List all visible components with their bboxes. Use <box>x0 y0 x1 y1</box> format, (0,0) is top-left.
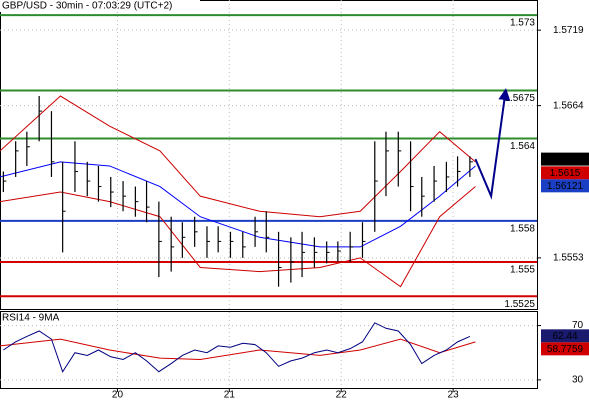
x-tick-label: 23 <box>448 390 460 401</box>
level-label: 1.5525 <box>504 299 535 310</box>
y-tick-label: 30 <box>572 374 584 385</box>
price-marker <box>541 342 589 356</box>
rsi-line <box>3 322 471 373</box>
price-marker-label: 1.5615 <box>550 168 581 179</box>
level-label: 1.5675 <box>504 93 535 104</box>
level-label: 1.564 <box>510 141 535 152</box>
rsi-panel-frame <box>0 311 538 389</box>
price-marker <box>541 179 589 193</box>
x-tick-label: 21 <box>224 390 236 401</box>
level-label: 1.555 <box>510 265 535 276</box>
projection <box>474 88 511 200</box>
price-marker <box>541 166 589 180</box>
price-marker-label: 62.44 <box>552 331 577 342</box>
price-marker-label: 1.5625 <box>550 154 581 165</box>
y-tick-label: 1.5664 <box>553 100 584 111</box>
y-tick-label: 1.5719 <box>553 25 584 36</box>
rsi-title: RSI14 - 9MA <box>2 313 60 324</box>
price-marker <box>541 152 589 166</box>
x-tick-label: 20 <box>112 390 124 401</box>
y-tick-label: 70 <box>572 320 584 331</box>
y-tick-label: 1.5553 <box>553 253 584 264</box>
price-marker <box>541 329 589 343</box>
chart-title: GBP/USD - 30min - 07:03:29 (UTC+2) <box>2 1 172 12</box>
rsi-ma-line <box>0 338 476 361</box>
title-bg <box>0 0 200 12</box>
level-label: 1.558 <box>510 223 535 234</box>
price-panel-frame <box>0 0 538 310</box>
price-marker-label: 1.56121 <box>547 181 584 192</box>
level-label: 1.573 <box>510 18 535 29</box>
overlay-line <box>0 186 476 288</box>
overlay-line <box>0 95 476 218</box>
price-marker-label: 58.7759 <box>547 344 584 355</box>
x-tick-label: 22 <box>336 390 348 401</box>
overlay-line <box>0 161 476 248</box>
